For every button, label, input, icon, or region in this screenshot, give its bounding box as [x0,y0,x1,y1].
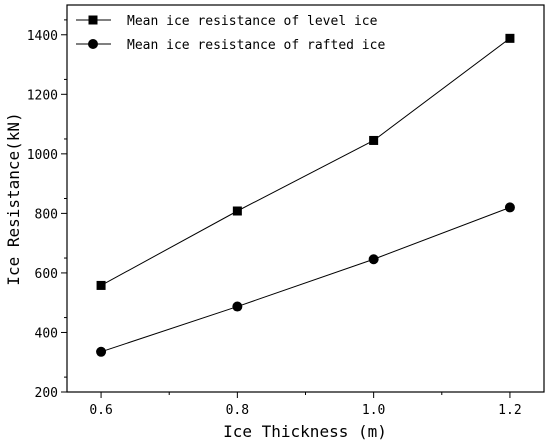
y-tick-label: 800 [35,207,58,222]
legend-label-rafted-ice: Mean ice resistance of rafted ice [127,38,385,53]
y-axis-label: Ice Resistance(kN) [4,112,23,285]
data-point-circle [368,254,379,265]
x-tick-label: 1.0 [362,403,385,418]
y-tick-label: 1200 [27,88,58,103]
data-point-circle [232,301,243,312]
data-point-square [505,33,515,43]
y-tick-label: 1400 [27,29,58,44]
legend: Mean ice resistance of level ice Mean ic… [76,14,385,53]
data-point-square [96,280,106,290]
x-axis-label: Ice Thickness (m) [223,422,387,441]
data-point-circle [96,346,107,357]
y-tick-label: 600 [35,267,58,282]
y-tick-label: 1000 [27,148,58,163]
data-point-circle [504,202,515,213]
y-tick-label: 400 [35,326,58,341]
legend-label-level-ice: Mean ice resistance of level ice [127,14,378,29]
x-tick-label: 0.8 [226,403,249,418]
x-tick-label: 0.6 [89,403,112,418]
y-tick-label: 200 [35,386,58,401]
legend-circle-marker [88,39,98,49]
x-tick-label: 1.2 [498,403,521,418]
data-point-square [369,135,379,145]
series-line-2 [100,206,511,353]
y-axis-ticks: 200 400 600 800 1000 1200 1400 [27,19,67,401]
plot-frame [66,4,545,393]
series-layer [96,33,515,357]
data-point-square [232,206,242,216]
x-axis-ticks: 0.6 0.8 1.0 1.2 [89,392,522,418]
series-line-1 [100,37,511,286]
legend-square-marker [88,15,98,25]
